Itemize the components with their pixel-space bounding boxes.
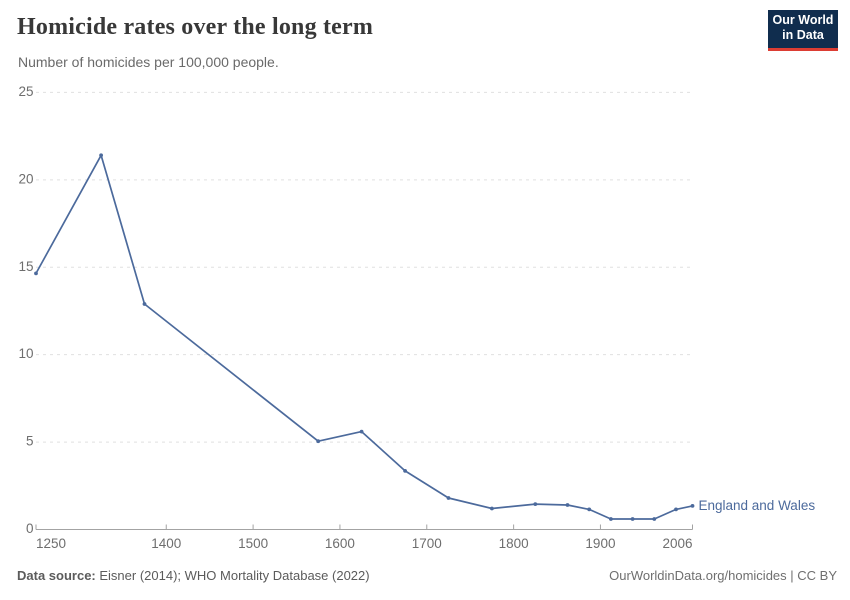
data-source-label: Data source: — [17, 568, 96, 583]
x-tick-label-1800: 1800 — [499, 536, 529, 551]
owid-logo-line1: Our World — [772, 13, 834, 27]
x-tick-label-1600: 1600 — [325, 536, 355, 551]
data-point-1912[interactable] — [609, 517, 613, 521]
data-point-1937[interactable] — [630, 517, 635, 521]
data-point-1575[interactable] — [316, 439, 321, 444]
data-point-1987[interactable] — [674, 507, 678, 512]
data-point-1675[interactable] — [403, 469, 407, 473]
data-point-1375[interactable] — [142, 302, 147, 306]
data-point-1862[interactable] — [565, 503, 570, 507]
chart-subtitle: Number of homicides per 100,000 people. — [18, 54, 279, 70]
data-point-1775[interactable] — [490, 506, 494, 511]
x-tick-label-1900: 1900 — [585, 536, 615, 551]
x-tick-label-1250: 1250 — [36, 536, 66, 551]
data-point-1325[interactable] — [99, 153, 103, 158]
owid-logo-line2: in Data — [782, 28, 824, 42]
y-tick-label-0: 0 — [26, 521, 34, 536]
y-tick-label-20: 20 — [18, 171, 33, 186]
data-source-text: Eisner (2014); WHO Mortality Database (2… — [99, 568, 370, 583]
page-title: Homicide rates over the long term — [17, 14, 374, 40]
y-tick-label-15: 15 — [18, 259, 33, 274]
data-point-1887[interactable] — [587, 507, 592, 512]
series-line — [35, 154, 694, 520]
y-tick-label-10: 10 — [18, 346, 33, 361]
owid-logo[interactable]: Our World in Data — [768, 10, 838, 51]
data-point-1825[interactable] — [533, 502, 538, 506]
x-tick-label-1400: 1400 — [151, 536, 181, 551]
data-source: Data source: Eisner (2014); WHO Mortalit… — [17, 568, 370, 583]
series-label: England and Wales — [699, 498, 816, 513]
x-tick-label-1700: 1700 — [412, 536, 442, 551]
credit-link[interactable]: OurWorldinData.org/homicides | CC BY — [609, 568, 837, 583]
data-point-2006[interactable] — [690, 504, 695, 508]
data-point-1250[interactable] — [34, 271, 38, 276]
data-point-1625[interactable] — [359, 429, 364, 434]
x-tick-label-1500: 1500 — [238, 536, 268, 551]
data-point-1725[interactable] — [446, 496, 451, 500]
x-tick-label-2006: 2006 — [662, 536, 692, 551]
chart-footer: Data source: Eisner (2014); WHO Mortalit… — [17, 568, 837, 583]
data-point-1962[interactable] — [652, 517, 657, 521]
y-tick-label-5: 5 — [26, 434, 34, 449]
y-tick-label-25: 25 — [18, 84, 33, 99]
